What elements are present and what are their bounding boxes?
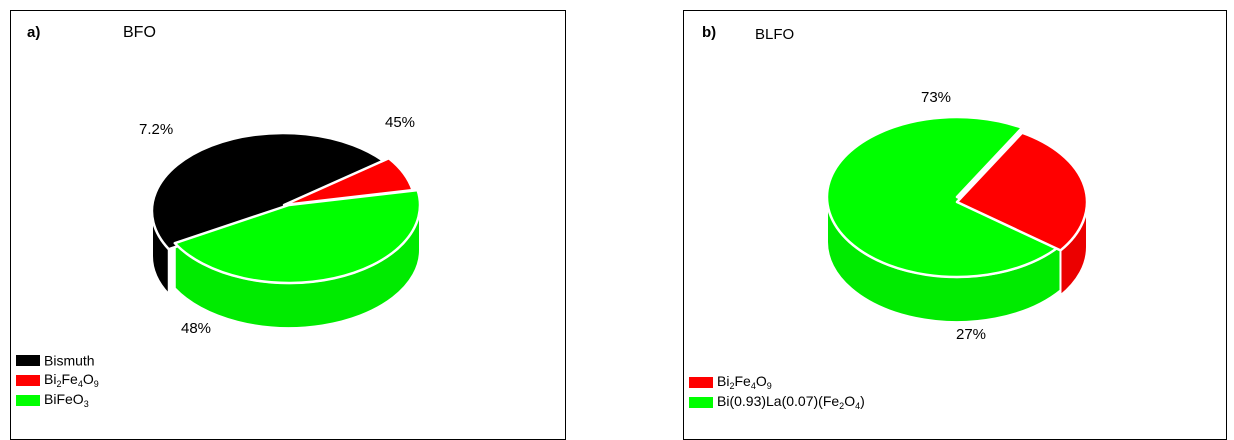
legend-swatch <box>16 394 40 406</box>
pie-slice <box>150 131 390 251</box>
chart-panel-bfo: 48% 7.2% 45% a) BFO Bismuth Bi2Fe4O9 BiFeO3 <box>10 10 566 440</box>
legend-swatch <box>16 374 40 386</box>
legend-swatch <box>16 354 40 366</box>
legend-item: Bi(0.93)La(0.07)(Fe2O4) <box>688 393 865 413</box>
pie-slice <box>173 188 422 285</box>
panel-label: b) <box>702 24 717 41</box>
slice-percent-label: 45% <box>385 114 415 131</box>
chart-title: BFO <box>123 24 156 41</box>
slice-percent-label: 27% <box>956 326 986 343</box>
legend-item: BiFeO3 <box>15 391 99 411</box>
legend-item: Bi2Fe4O9 <box>688 373 865 393</box>
chart-legend: Bi2Fe4O9 Bi(0.93)La(0.07)(Fe2O4) <box>688 373 865 413</box>
slice-percent-label: 48% <box>181 320 211 337</box>
pie-slice <box>955 131 1089 252</box>
pie-slice <box>825 115 1062 279</box>
chart-legend: Bismuth Bi2Fe4O9 BiFeO3 <box>15 351 99 411</box>
legend-swatch <box>689 396 713 408</box>
slice-percent-label: 7.2% <box>139 121 173 138</box>
legend-label: Bi(0.93)La(0.07)(Fe2O4) <box>717 393 865 412</box>
legend-item: Bismuth <box>15 351 99 371</box>
legend-item: Bi2Fe4O9 <box>15 371 99 391</box>
pie-chart-blfo: 73% 27% <box>825 89 1089 343</box>
chart-panel-blfo: 73% 27% b) BLFO Bi2Fe4O9 Bi(0.93)La(0.07)(… <box>683 10 1227 440</box>
legend-swatch <box>689 376 713 388</box>
legend-label: Bi2Fe4O9 <box>44 371 99 390</box>
legend-label: Bi2Fe4O9 <box>717 373 772 392</box>
legend-label: BiFeO3 <box>44 391 89 410</box>
panel-label: a) <box>27 24 41 41</box>
slice-percent-label: 73% <box>921 89 951 106</box>
pie-chart-bfo: 48% 7.2% 45% <box>139 114 422 337</box>
legend-label: Bismuth <box>44 352 95 369</box>
chart-title: BLFO <box>755 26 795 43</box>
